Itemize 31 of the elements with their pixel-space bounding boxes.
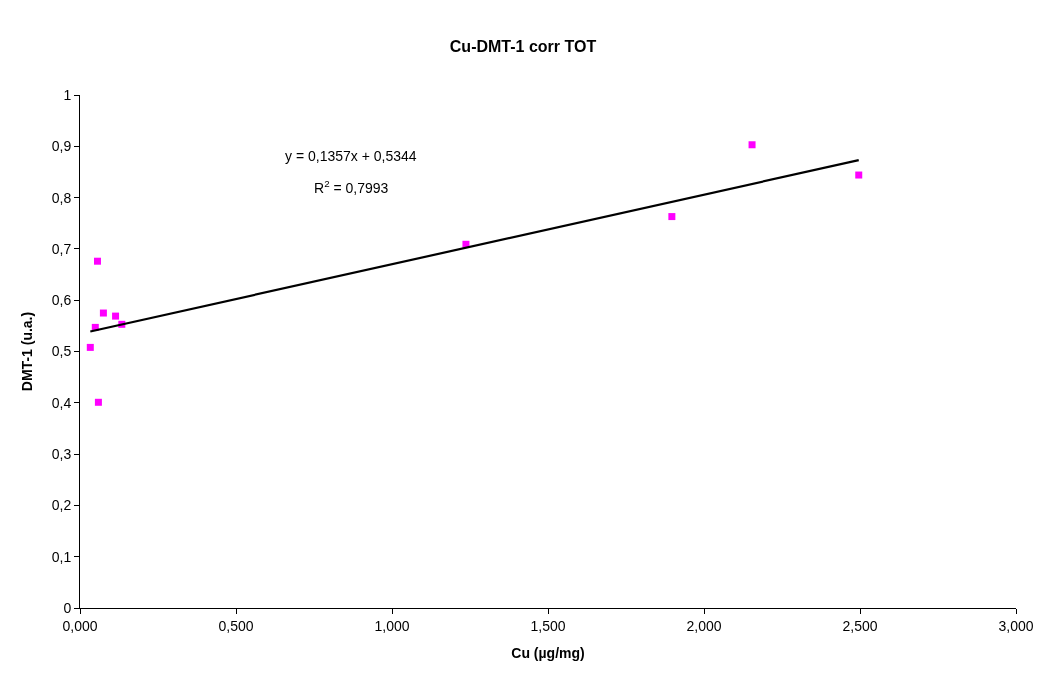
point	[94, 398, 102, 406]
y-tick-label: 0,4	[51, 394, 72, 411]
x-tick-label: 1,500	[530, 617, 566, 634]
y-tick-label: 0	[63, 599, 72, 616]
y-tick-label: 0,2	[51, 497, 72, 514]
x-tick-label: 3,000	[998, 617, 1034, 634]
point	[855, 171, 863, 179]
x-tick-label: 0,000	[62, 617, 98, 634]
x-tick-label: 2,500	[842, 617, 878, 634]
annotation: y = 0,1357x + 0,5344	[285, 148, 417, 164]
chart-title: Cu-DMT-1 corr TOT	[449, 37, 597, 55]
point	[668, 213, 676, 221]
point	[748, 141, 756, 149]
y-tick-label: 0,5	[51, 343, 72, 360]
x-tick-label: 0,500	[218, 617, 254, 634]
y-tick-label: 0,8	[51, 189, 72, 206]
x-axis-title: Cu (µg/mg)	[511, 645, 585, 662]
point	[112, 312, 120, 320]
y-tick-label: 1	[63, 86, 72, 103]
point	[99, 309, 107, 317]
x-tick-label: 2,000	[686, 617, 722, 634]
point	[86, 343, 94, 351]
y-tick-label: 0,6	[51, 292, 72, 309]
y-tick-label: 0,1	[51, 548, 72, 565]
annotation: R$^{2}$ = 0,7993	[314, 178, 389, 196]
y-tick-label: 0,9	[51, 138, 72, 155]
y-axis-title: DMT-1 (u.a.)	[19, 311, 36, 392]
y-tick-label: 0,7	[51, 240, 72, 257]
x-tick-label: 1,000	[374, 617, 410, 634]
y-tick-label: 0,3	[51, 446, 72, 462]
point	[93, 257, 101, 265]
